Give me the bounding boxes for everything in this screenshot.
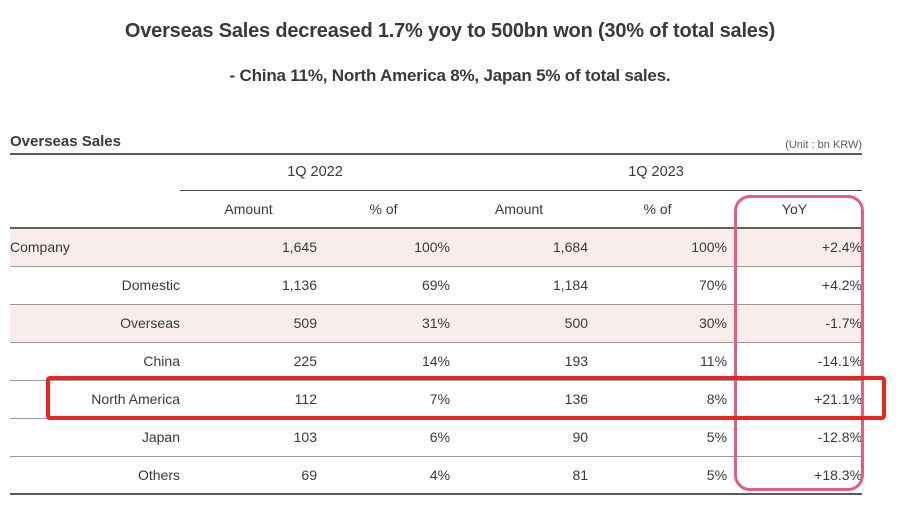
- cell-amount-1q2023: 1,184: [552, 277, 589, 293]
- cell-amount-1q2023: 81: [572, 466, 589, 483]
- column-group-1q2022: 1Q 2022: [180, 155, 451, 191]
- row-label: North America: [91, 391, 180, 407]
- cell-amount-1q2022: 225: [293, 353, 317, 369]
- column-header-amount-1q2023: Amount: [450, 190, 589, 229]
- table-unit-label: (Unit : bn KRW): [785, 139, 862, 151]
- table-row-domestic: Domestic 1,136 69% 1,184 70% +4.2%: [10, 266, 863, 304]
- column-header-yoy: YoY: [727, 190, 863, 229]
- cell-pct-1q2022: 100%: [414, 239, 451, 256]
- row-label: China: [143, 353, 180, 369]
- cell-amount-1q2023: 90: [572, 429, 589, 445]
- cell-pct-1q2023: 5%: [706, 466, 728, 483]
- column-header-amount-1q2022: Amount: [180, 190, 317, 229]
- cell-pct-1q2023: 30%: [698, 315, 728, 331]
- column-group-header-row: 1Q 2022 1Q 2023: [10, 155, 863, 191]
- page-title: Overseas Sales decreased 1.7% yoy to 500…: [124, 20, 776, 42]
- column-header-pct-1q2023: % of: [588, 190, 728, 229]
- table-row-north-america: North America 112 7% 136 8% +21.1%: [10, 380, 863, 418]
- cell-amount-1q2022: 1,136: [281, 277, 317, 293]
- overseas-sales-table: 1Q 2022 1Q 2023 Amount % of Amount % of …: [10, 155, 863, 495]
- cell-yoy: -14.1%: [817, 353, 863, 369]
- table-row-others: Others 69 4% 81 5% +18.3%: [10, 456, 863, 494]
- table-row-overseas: Overseas 509 31% 500 30% -1.7%: [10, 304, 863, 342]
- cell-pct-1q2023: 100%: [691, 239, 728, 256]
- column-group-1q2023: 1Q 2023: [450, 155, 863, 191]
- spacer-cell: [10, 190, 180, 229]
- cell-pct-1q2022: 4%: [429, 466, 451, 483]
- cell-amount-1q2022: 103: [293, 429, 317, 445]
- row-label: Overseas: [120, 315, 180, 331]
- cell-yoy: +21.1%: [814, 391, 863, 407]
- cell-yoy: +18.3%: [814, 466, 863, 483]
- cell-pct-1q2023: 8%: [706, 391, 728, 407]
- spacer-cell: [10, 155, 180, 190]
- cell-pct-1q2022: 31%: [421, 315, 451, 331]
- cell-pct-1q2023: 11%: [700, 353, 728, 369]
- cell-amount-1q2022: 112: [294, 391, 317, 407]
- table-caption-bar: Overseas Sales (Unit : bn KRW): [10, 128, 862, 155]
- table-caption: Overseas Sales: [10, 133, 121, 150]
- row-label: Domestic: [121, 277, 180, 293]
- cell-pct-1q2022: 69%: [421, 277, 451, 293]
- cell-pct-1q2022: 14%: [421, 353, 451, 369]
- table-row-company: Company 1,645 100% 1,684 100% +2.4%: [10, 228, 863, 266]
- cell-amount-1q2023: 500: [564, 315, 589, 331]
- row-label: Japan: [141, 429, 180, 445]
- cell-yoy: +4.2%: [821, 277, 863, 293]
- cell-pct-1q2022: 6%: [429, 429, 451, 445]
- cell-pct-1q2023: 70%: [698, 277, 728, 293]
- column-header-pct-1q2022: % of: [317, 190, 451, 229]
- cell-amount-1q2023: 1,684: [552, 239, 589, 256]
- table-row-china: China 225 14% 193 11% -14.1%: [10, 342, 863, 380]
- sales-table-section: Overseas Sales (Unit : bn KRW) 1Q 2022 1…: [10, 128, 863, 495]
- cell-amount-1q2022: 69: [301, 466, 317, 483]
- cell-amount-1q2023: 136: [564, 391, 589, 407]
- cell-yoy: +2.4%: [821, 239, 863, 256]
- cell-amount-1q2022: 509: [293, 315, 317, 331]
- cell-amount-1q2022: 1,645: [281, 239, 317, 256]
- cell-yoy: -12.8%: [817, 429, 863, 445]
- table-row-japan: Japan 103 6% 90 5% -12.8%: [10, 418, 863, 456]
- column-header-row: Amount % of Amount % of YoY: [10, 190, 863, 229]
- cell-pct-1q2023: 5%: [706, 429, 728, 445]
- cell-amount-1q2023: 193: [564, 353, 589, 369]
- row-label: Company: [10, 239, 70, 256]
- cell-pct-1q2022: 7%: [429, 391, 451, 407]
- row-label: Others: [137, 466, 180, 483]
- cell-yoy: -1.7%: [825, 315, 863, 331]
- page-subtitle: - China 11%, North America 8%, Japan 5% …: [229, 66, 671, 85]
